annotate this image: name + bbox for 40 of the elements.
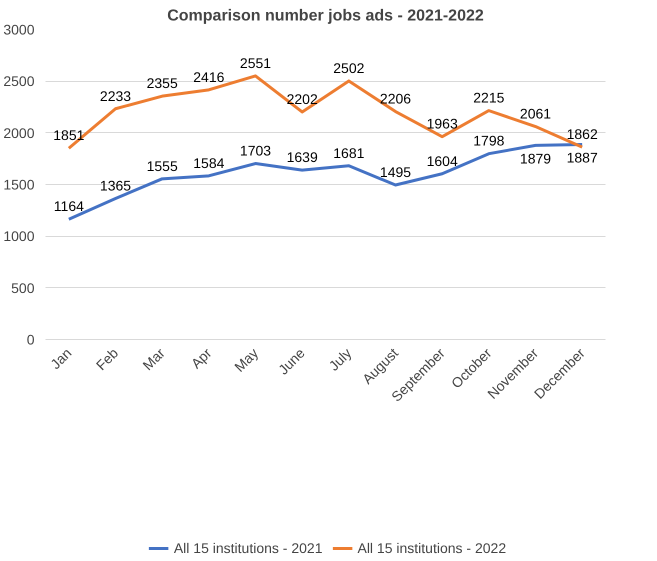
y-tick-label: 0 <box>26 332 35 348</box>
data-label: 1555 <box>146 158 178 174</box>
data-label: 2416 <box>193 68 225 85</box>
data-label: 1639 <box>286 149 318 166</box>
data-label: 2355 <box>146 75 178 92</box>
data-label: 2502 <box>333 60 365 76</box>
data-label: 1798 <box>473 132 505 149</box>
x-tick-label: Apr <box>188 344 215 372</box>
data-label: 1495 <box>380 164 412 180</box>
y-tick-label: 500 <box>11 280 35 296</box>
data-label: 1963 <box>426 116 458 132</box>
data-label: 2233 <box>100 88 132 104</box>
data-label: 2202 <box>286 90 318 107</box>
y-tick-label: 3000 <box>3 22 35 38</box>
x-tick-label: May <box>231 344 262 375</box>
data-label: 1164 <box>54 198 84 214</box>
x-tick-label: Mar <box>139 344 168 374</box>
legend-label: All 15 institutions - 2021 <box>174 540 322 556</box>
x-tick-label: Feb <box>92 344 122 374</box>
data-label: 1862 <box>566 126 598 142</box>
data-label: 1851 <box>53 127 85 144</box>
data-label: 1584 <box>193 154 225 171</box>
data-label: 2206 <box>380 90 412 107</box>
data-label: 1879 <box>520 150 552 166</box>
legend-label: All 15 institutions - 2022 <box>357 540 506 556</box>
x-tick-label: Jan <box>47 344 74 372</box>
y-tick-label: 1500 <box>3 176 35 192</box>
data-label: 1365 <box>100 177 132 194</box>
data-label: 2215 <box>473 90 505 106</box>
y-tick-label: 1000 <box>3 228 35 244</box>
y-tick-label: 2500 <box>3 73 35 90</box>
y-tick-label: 2000 <box>3 124 35 141</box>
x-tick-label: July <box>326 344 354 374</box>
data-label: 2061 <box>520 106 552 122</box>
chart-title: Comparison number jobs ads - 2021-2022 <box>167 8 484 24</box>
data-label: 1681 <box>333 144 365 161</box>
data-label: 1703 <box>240 142 272 159</box>
data-label: 1887 <box>566 150 598 166</box>
data-label: 1604 <box>426 152 458 169</box>
data-label: 2551 <box>240 54 272 71</box>
